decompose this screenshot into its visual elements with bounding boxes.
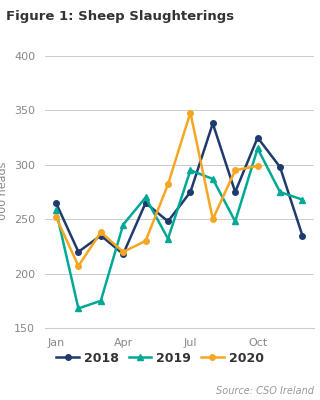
2020	[211, 217, 215, 222]
2019	[121, 222, 125, 227]
2019	[233, 219, 237, 224]
2019	[144, 195, 148, 200]
2020	[54, 215, 58, 220]
Legend: 2018, 2019, 2020: 2018, 2019, 2020	[52, 347, 268, 370]
2020	[76, 264, 80, 268]
2019	[76, 306, 80, 311]
2018	[188, 190, 192, 194]
2019	[211, 176, 215, 181]
2019	[54, 208, 58, 213]
Text: Figure 1: Sheep Slaughterings: Figure 1: Sheep Slaughterings	[6, 10, 235, 23]
2019	[300, 197, 304, 202]
2020	[188, 110, 192, 115]
2018	[300, 233, 304, 238]
Line: 2020: 2020	[53, 110, 260, 269]
2018	[166, 219, 170, 224]
Line: 2019: 2019	[53, 146, 305, 311]
2020	[166, 182, 170, 187]
2019	[278, 190, 282, 194]
Y-axis label: '000 heads: '000 heads	[0, 161, 8, 223]
2018	[211, 121, 215, 126]
2018	[121, 252, 125, 256]
2019	[99, 298, 103, 303]
2018	[54, 200, 58, 205]
2020	[256, 164, 260, 168]
Line: 2018: 2018	[53, 121, 305, 257]
2019	[256, 146, 260, 151]
2019	[188, 168, 192, 173]
2018	[278, 164, 282, 169]
2018	[76, 250, 80, 254]
2020	[121, 250, 125, 254]
2018	[256, 135, 260, 140]
Text: Source: CSO Ireland: Source: CSO Ireland	[216, 386, 314, 396]
2019	[166, 236, 170, 241]
2020	[144, 238, 148, 243]
2018	[144, 200, 148, 205]
2018	[99, 233, 103, 238]
2020	[99, 230, 103, 235]
2020	[233, 168, 237, 173]
2018	[233, 190, 237, 194]
